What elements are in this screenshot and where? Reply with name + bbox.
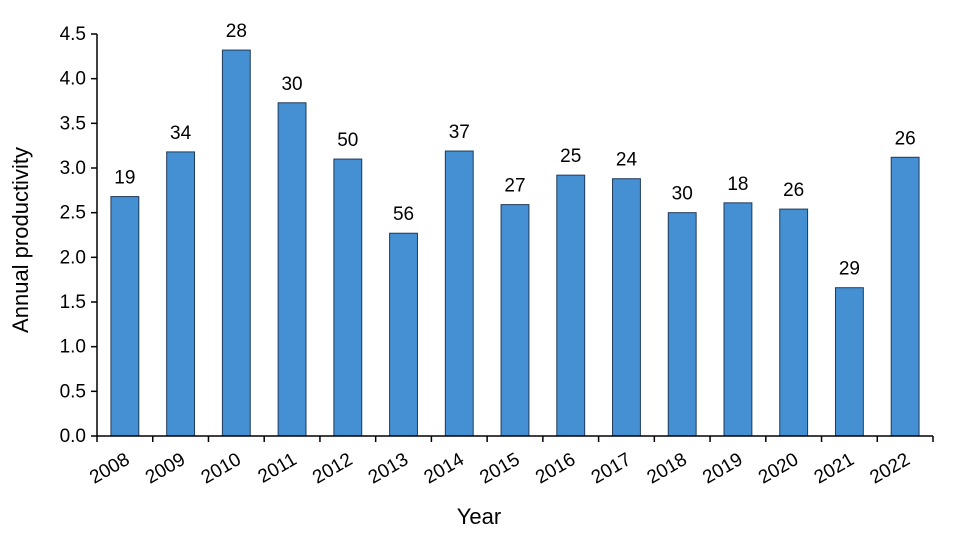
x-tick-label: 2018 [644, 449, 691, 488]
data-label: 26 [783, 180, 804, 201]
x-tick-label: 2014 [421, 449, 468, 489]
bar [166, 151, 196, 437]
x-tick-label: 2009 [142, 449, 189, 488]
data-labels-group: 19 34 28 30 50 56 37 27 25 24 30 18 26 29 26 [114, 21, 915, 280]
y-tick-label: 2.0 [60, 247, 86, 268]
data-label: 29 [839, 259, 860, 280]
bar [667, 212, 697, 437]
x-tick-label: 2022 [867, 449, 914, 488]
data-label: 30 [672, 184, 693, 205]
data-label: 27 [504, 176, 525, 197]
x-tick-label: 2015 [476, 449, 523, 488]
x-tick-label: 2019 [699, 449, 746, 488]
x-tick-label: 2013 [365, 449, 412, 488]
x-tick-label: 2016 [532, 449, 579, 488]
bar [110, 196, 140, 437]
y-tick-label: 3.0 [60, 158, 86, 179]
x-tick-label: 2010 [198, 449, 245, 488]
bar [834, 287, 864, 437]
bars-group [110, 49, 920, 437]
x-tick-label: 2011 [255, 449, 301, 488]
bar [277, 102, 307, 437]
x-tick-label: 2020 [755, 449, 802, 488]
y-tick-label: 1.5 [60, 292, 86, 313]
y-tick-label: 1.0 [60, 337, 86, 358]
y-ticks-group: 0.0 0.5 1.0 1.5 2.0 2.5 3.0 3.5 4.0 4.5 [60, 24, 97, 447]
axes-group [96, 34, 933, 437]
y-tick-label: 2.5 [60, 203, 86, 224]
data-label: 19 [114, 168, 135, 189]
bar [556, 174, 586, 437]
data-label: 37 [449, 122, 470, 143]
x-tick-label: 2012 [309, 449, 356, 488]
bar [890, 156, 920, 437]
data-label: 50 [337, 130, 358, 151]
y-tick-label: 4.0 [60, 69, 86, 90]
data-label: 56 [393, 204, 414, 225]
bar [723, 202, 753, 437]
bar [779, 208, 809, 437]
bar [333, 158, 363, 437]
data-label: 18 [727, 174, 748, 195]
y-tick-label: 0.0 [60, 426, 86, 447]
bar [221, 49, 251, 437]
bar [612, 178, 641, 437]
data-label: 25 [560, 146, 581, 167]
bar [389, 232, 418, 437]
data-label: 28 [226, 21, 247, 42]
y-tick-label: 3.5 [60, 113, 86, 134]
bar [500, 204, 530, 437]
x-ticks-group: 2008 2009 2010 2011 2012 2013 2014 2015 2016 2017… [86, 436, 934, 489]
data-label: 30 [281, 74, 302, 95]
x-tick-label: 2017 [588, 449, 635, 488]
y-tick-label: 4.5 [60, 24, 86, 45]
x-tick-label: 2021 [811, 449, 858, 488]
x-tick-label: 2008 [86, 449, 133, 488]
y-axis-title: Annual productivity [8, 147, 33, 333]
bar [444, 150, 474, 437]
x-axis-title: Year [457, 504, 501, 529]
y-tick-label: 0.5 [60, 381, 86, 402]
data-label: 26 [895, 128, 916, 149]
data-label: 34 [170, 123, 192, 144]
data-label: 24 [616, 150, 638, 171]
